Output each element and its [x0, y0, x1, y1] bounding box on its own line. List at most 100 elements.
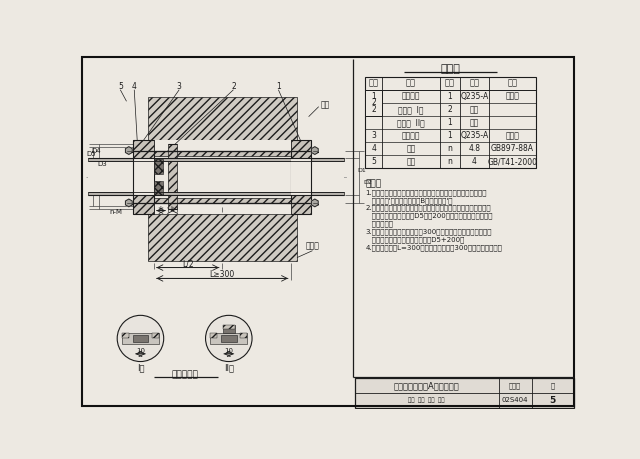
Text: n: n [447, 157, 452, 166]
Text: 焊接件: 焊接件 [506, 131, 520, 140]
Bar [241, 333, 248, 338]
Text: 材料: 材料 [470, 78, 479, 88]
Bar [291, 140, 311, 214]
Text: n: n [447, 144, 452, 153]
Polygon shape [125, 147, 132, 154]
Text: 说明：: 说明： [365, 179, 381, 188]
Text: 橡胶: 橡胶 [470, 118, 479, 127]
Text: 法兰压盖: 法兰压盖 [402, 131, 420, 140]
Text: D1: D1 [358, 168, 367, 173]
Text: 审核  校对  设计  制图: 审核 校对 设计 制图 [408, 397, 445, 403]
Bar [154, 180, 163, 195]
Text: 2: 2 [371, 105, 376, 114]
Circle shape [117, 315, 164, 362]
Text: 10: 10 [136, 348, 145, 354]
Text: 注范围应比翼环直径（D5）大200，而且必须将套管一次浇: 注范围应比翼环直径（D5）大200，而且必须将套管一次浇 [365, 213, 493, 219]
Text: 5: 5 [118, 82, 123, 91]
Text: 1: 1 [447, 118, 452, 127]
Bar [152, 333, 159, 338]
Text: 1: 1 [447, 131, 452, 140]
Bar [154, 197, 291, 203]
Text: 10: 10 [224, 348, 234, 354]
Text: 密封圈结构: 密封圈结构 [171, 370, 198, 379]
Bar [154, 156, 291, 197]
Text: l: l [160, 206, 161, 211]
Circle shape [205, 315, 252, 362]
Text: 4: 4 [371, 144, 376, 153]
Text: II型: II型 [224, 363, 234, 372]
Bar [122, 333, 129, 338]
Text: 3.穿管处混凝土墙厚应不小于300，否则应使墙壁一边加厚或两: 3.穿管处混凝土墙厚应不小于300，否则应使墙壁一边加厚或两 [365, 228, 492, 235]
Bar [148, 97, 297, 140]
Text: D3: D3 [97, 162, 107, 168]
Bar [148, 214, 297, 262]
Text: 见本图集'柔性防水套管（B型）安装图'。: 见本图集'柔性防水套管（B型）安装图'。 [365, 197, 452, 203]
Text: 4.套管的重量以L=300计算，如墙厚大于300时，应另行计算。: 4.套管的重量以L=300计算，如墙厚大于300时，应另行计算。 [365, 244, 502, 251]
Text: 柔性防水套管（A型）安装图: 柔性防水套管（A型）安装图 [394, 381, 460, 390]
Bar [132, 335, 148, 342]
Text: 法兰套管: 法兰套管 [402, 92, 420, 101]
Text: l₀: l₀ [170, 206, 174, 211]
Text: 2: 2 [231, 82, 236, 91]
Bar [365, 90, 382, 116]
Bar [132, 158, 154, 195]
Bar [168, 145, 177, 209]
Text: 2.套管穿墙处如遇非混凝土墙壁时，应局部改用混凝土墙壁，其浇: 2.套管穿墙处如遇非混凝土墙壁时，应局部改用混凝土墙壁，其浇 [365, 205, 491, 212]
Text: 螺母: 螺母 [406, 157, 415, 166]
Text: I型: I型 [137, 363, 144, 372]
Text: n-M: n-M [109, 209, 122, 215]
Text: 页: 页 [551, 382, 555, 389]
Bar [210, 333, 248, 344]
Polygon shape [312, 199, 318, 207]
Text: 1: 1 [276, 82, 281, 91]
Bar [223, 325, 235, 333]
Text: 4: 4 [132, 82, 137, 91]
Text: 5: 5 [371, 157, 376, 166]
Text: 材料表: 材料表 [440, 64, 460, 74]
Text: GB/T41-2000: GB/T41-2000 [488, 157, 538, 166]
Bar [154, 159, 163, 174]
Text: L≥300: L≥300 [209, 270, 234, 279]
Text: 迎水面: 迎水面 [305, 241, 319, 251]
Text: 1: 1 [371, 92, 376, 101]
Text: L/2: L/2 [182, 259, 193, 268]
Text: 边加厚，加厚部分的直径至少为D5+200。: 边加厚，加厚部分的直径至少为D5+200。 [365, 236, 465, 243]
Text: Q235-A: Q235-A [460, 131, 488, 140]
Text: 密封圈  I型: 密封圈 I型 [398, 105, 424, 114]
Text: 3: 3 [177, 82, 182, 91]
Bar [210, 333, 217, 338]
Text: Q235-A: Q235-A [460, 92, 488, 101]
Text: 2: 2 [447, 105, 452, 114]
Text: 数量: 数量 [445, 78, 454, 88]
Bar [291, 158, 311, 195]
Bar [154, 151, 291, 156]
Text: 焊接件: 焊接件 [506, 92, 520, 101]
Text: 序号: 序号 [369, 78, 379, 88]
Text: 备注: 备注 [508, 78, 518, 88]
Bar [88, 162, 344, 192]
Bar [132, 140, 154, 214]
Bar [148, 140, 297, 214]
Text: D4: D4 [92, 147, 101, 154]
Text: D5: D5 [86, 151, 96, 157]
Text: 4: 4 [472, 157, 477, 166]
Text: 钢管: 钢管 [320, 101, 330, 110]
Text: 固于墙内。: 固于墙内。 [365, 220, 393, 227]
Text: 3: 3 [371, 131, 376, 140]
Text: 图集号: 图集号 [509, 382, 521, 389]
Polygon shape [312, 147, 318, 154]
Text: 4.8: 4.8 [468, 144, 481, 153]
Text: 5: 5 [550, 396, 556, 404]
Text: GB897-88A: GB897-88A [491, 144, 534, 153]
Bar [221, 335, 237, 342]
Bar [88, 158, 344, 162]
Text: 2: 2 [371, 98, 376, 107]
Text: 1.当迎水面为腐蚀性介质时，可采用封堵材料将缝隙封堵，做法: 1.当迎水面为腐蚀性介质时，可采用封堵材料将缝隙封堵，做法 [365, 189, 486, 196]
Bar [122, 333, 159, 344]
Text: D2: D2 [364, 180, 372, 185]
Text: 橡胶: 橡胶 [470, 105, 479, 114]
Text: 1: 1 [447, 92, 452, 101]
Bar [88, 192, 344, 195]
Text: 密封圈  II型: 密封圈 II型 [397, 118, 425, 127]
Text: 名称: 名称 [406, 78, 416, 88]
